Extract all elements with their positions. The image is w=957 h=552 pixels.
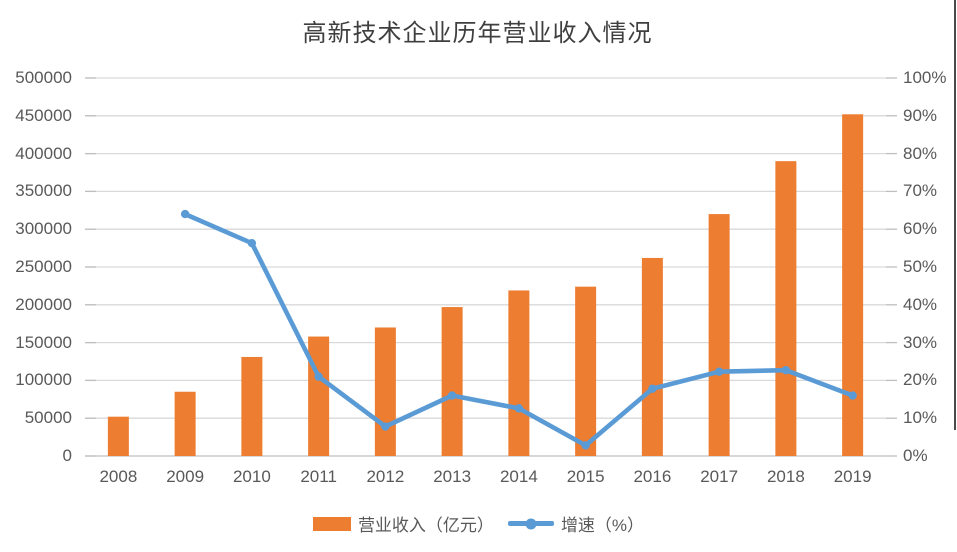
bar-2008 — [107, 416, 129, 456]
right-axis-tick-label: 100% — [903, 68, 947, 87]
bar-2012 — [374, 327, 396, 456]
growth-point — [848, 391, 857, 400]
bar-2019 — [842, 114, 864, 457]
legend-bar-swatch-icon — [312, 516, 351, 531]
left-axis-tick-label: 350000 — [15, 181, 72, 201]
x-axis-category-label: 2013 — [433, 467, 472, 486]
x-axis-category-label: 2009 — [166, 467, 205, 486]
right-axis-tick-label: 40% — [903, 294, 938, 314]
x-axis-category-label: 2011 — [300, 467, 337, 486]
growth-point — [180, 209, 190, 219]
legend-growth-label: 增速（%） — [560, 516, 645, 535]
right-axis-tick-label: 60% — [903, 219, 938, 239]
left-axis-tick-label: 150000 — [15, 332, 72, 352]
window-edge-line — [954, 0, 956, 430]
left-axis-tick-label: 0 — [62, 446, 72, 465]
growth-point — [648, 384, 657, 393]
legend-line-marker-icon — [525, 518, 537, 529]
right-axis-tick-label: 10% — [903, 408, 938, 428]
bar-2013 — [441, 307, 463, 456]
growth-point — [581, 441, 590, 450]
bar-2017 — [708, 214, 730, 456]
left-axis-tick-label: 200000 — [15, 294, 72, 314]
legend-line-swatch-icon — [507, 518, 554, 529]
bar-2014 — [508, 290, 530, 456]
right-axis-tick-label: 0% — [903, 446, 928, 465]
growth-point — [714, 367, 724, 376]
growth-point — [381, 422, 390, 431]
legend-revenue-label: 营业收入（亿元） — [357, 516, 494, 535]
x-axis-category-label: 2012 — [366, 467, 405, 486]
right-axis-tick-label: 20% — [903, 370, 938, 390]
growth-point — [447, 391, 457, 400]
right-axis-tick-label: 30% — [903, 332, 938, 352]
left-axis-tick-label: 300000 — [15, 219, 72, 239]
x-axis-category-label: 2014 — [499, 467, 538, 486]
left-axis-tick-label: 50000 — [24, 408, 72, 428]
chart-title: 高新技术企业历年营业收入情况 — [302, 19, 653, 47]
x-axis-category-label: 2008 — [99, 467, 138, 486]
left-axis-tick-label: 250000 — [15, 257, 72, 276]
x-axis-category-label: 2015 — [566, 467, 605, 486]
x-axis-category-label: 2018 — [766, 467, 805, 486]
right-axis-tick-label: 50% — [903, 257, 938, 276]
legend: 营业收入（亿元） 增速（%） — [0, 511, 957, 536]
bar-2016 — [641, 257, 663, 456]
bar-2010 — [241, 356, 263, 456]
x-axis-category-label: 2016 — [633, 467, 672, 486]
growth-point — [314, 372, 323, 381]
bar-2015 — [575, 286, 597, 456]
left-axis-tick-label: 400000 — [15, 143, 72, 163]
bar-2011 — [308, 336, 330, 456]
left-axis-tick-label: 450000 — [15, 105, 72, 125]
growth-point — [514, 404, 524, 413]
bar-2009 — [174, 391, 196, 456]
right-axis-tick-label: 70% — [903, 181, 938, 201]
growth-point — [781, 365, 791, 375]
legend-item-growth: 增速（%） — [507, 511, 645, 536]
left-axis-tick-label: 100000 — [15, 370, 72, 390]
bar-2018 — [775, 161, 797, 456]
left-axis-tick-label: 500000 — [15, 68, 72, 87]
x-axis-category-label: 2010 — [232, 467, 271, 486]
x-axis-category-label: 2019 — [833, 467, 872, 486]
x-axis-category-label: 2017 — [700, 467, 739, 486]
right-axis-tick-label: 90% — [903, 105, 938, 125]
right-axis-tick-label: 80% — [903, 143, 938, 163]
legend-item-revenue: 营业收入（亿元） — [312, 511, 494, 536]
growth-point — [247, 238, 257, 248]
